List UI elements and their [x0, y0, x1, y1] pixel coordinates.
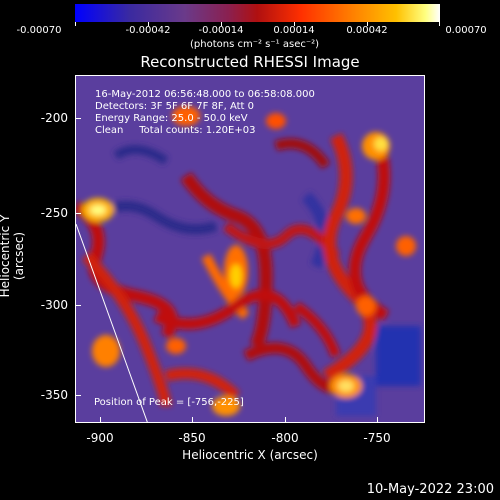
x-tick: [285, 417, 286, 423]
y-tick: [75, 213, 81, 214]
y-tick: [75, 118, 81, 119]
colorbar-tick-label: -0.00014: [198, 25, 244, 36]
colorbar-tick: [148, 22, 149, 26]
image-title: Reconstructed RHESSI Image: [140, 53, 360, 71]
x-tick-label: -900: [86, 431, 114, 445]
x-tick: [377, 417, 378, 423]
annotation-detectors: Detectors: 3F 5F 6F 7F 8F, Att 0: [95, 101, 255, 112]
timestamp: 10-May-2022 23:00: [366, 482, 494, 497]
annotation-time-range: 16-May-2012 06:56:48.000 to 06:58:08.000: [95, 89, 315, 100]
annotation-clean-counts: Clean Total counts: 1.20E+03: [95, 125, 256, 136]
emission-blobs: [76, 106, 421, 416]
colorbar-tick: [221, 22, 222, 26]
x-axis-title: Heliocentric X (arcsec): [182, 448, 318, 462]
x-tick-label: -850: [178, 431, 206, 445]
colorbar-tick-label: -0.00070: [16, 25, 62, 36]
colorbar-tick: [439, 22, 440, 26]
colorbar-tick-label: 0.00070: [445, 25, 487, 36]
y-tick-label: -300: [40, 298, 68, 312]
y-tick-label: -200: [40, 111, 68, 125]
colorbar-tick: [75, 22, 76, 26]
annotation-energy-range: Energy Range: 25.0 - 50.0 keV: [95, 113, 248, 124]
colorbar-tick-label: -0.00042: [125, 25, 171, 36]
y-axis-title: Heliocentric Y (arcsec): [0, 215, 26, 298]
image-pixels: [76, 76, 424, 422]
colorbar-tick: [294, 22, 295, 26]
rhessi-image: 16-May-2012 06:56:48.000 to 06:58:08.000…: [75, 75, 425, 423]
x-tick: [100, 417, 101, 423]
y-tick: [75, 395, 81, 396]
y-tick-label: -250: [40, 206, 68, 220]
y-tick-label: -350: [40, 388, 68, 402]
y-tick: [75, 305, 81, 306]
peak-position-label: Position of Peak = [-756,-225]: [94, 397, 244, 408]
solar-limb-line: [76, 223, 148, 422]
x-tick-label: -800: [271, 431, 299, 445]
colorbar-units: (photons cm⁻² s⁻¹ asec⁻²): [190, 39, 320, 50]
colorbar-tick-label: 0.00042: [346, 25, 388, 36]
colorbar-tick: [367, 22, 368, 26]
x-tick: [192, 417, 193, 423]
colorbar-tick-label: 0.00014: [273, 25, 315, 36]
x-tick-label: -750: [363, 431, 391, 445]
colorbar: [75, 4, 440, 22]
